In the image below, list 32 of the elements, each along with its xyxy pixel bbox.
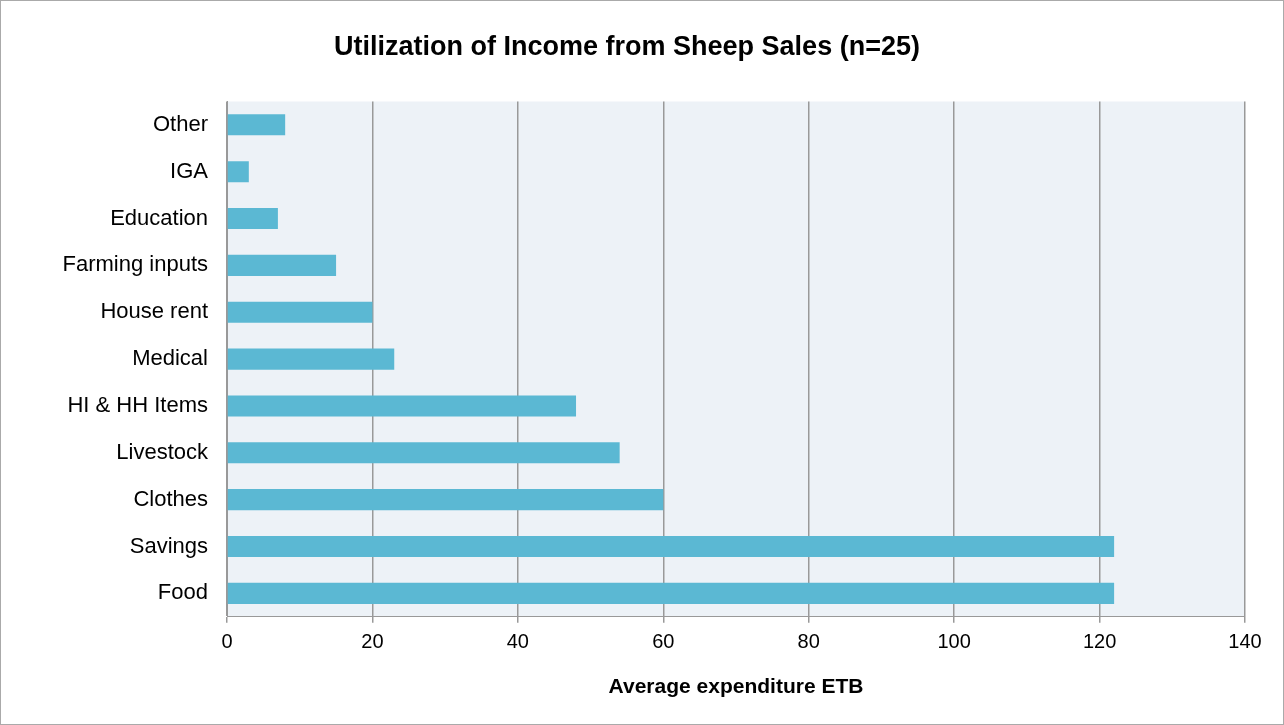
y-tick-label: Savings xyxy=(129,532,208,558)
y-tick-label: Education xyxy=(110,204,208,230)
x-tick-label: 100 xyxy=(937,630,971,653)
y-tick-label: Farming inputs xyxy=(62,251,208,277)
bar xyxy=(227,207,278,230)
x-tick-label: 60 xyxy=(652,630,675,653)
y-tick-label: Food xyxy=(157,579,208,605)
x-tick-label: 20 xyxy=(361,630,384,653)
y-tick-label: House rent xyxy=(100,298,208,324)
x-tick-label: 0 xyxy=(221,630,233,653)
x-tick-label: 120 xyxy=(1082,630,1117,653)
y-tick-label: Livestock xyxy=(116,438,209,464)
x-tick-label: 80 xyxy=(797,630,820,653)
bar xyxy=(227,582,1115,604)
x-tick-label: 140 xyxy=(1228,630,1262,653)
bar xyxy=(227,254,337,276)
x-axis-title: Average expenditure ETB xyxy=(608,674,864,698)
x-tick-label: 40 xyxy=(506,630,529,653)
bar xyxy=(227,442,620,464)
y-tick-label: Other xyxy=(152,110,208,136)
bar xyxy=(227,395,577,417)
bar xyxy=(227,535,1115,558)
bar xyxy=(227,489,664,511)
bar xyxy=(227,161,249,183)
bar xyxy=(227,348,395,370)
y-tick-label: IGA xyxy=(170,157,209,183)
chart-title: Utilization of Income from Sheep Sales (n=25) xyxy=(334,30,920,61)
bar xyxy=(227,114,286,136)
y-tick-label: Medical xyxy=(132,345,208,371)
bar xyxy=(227,301,373,323)
y-tick-label: HI & HH Items xyxy=(67,392,208,418)
y-tick-label: Clothes xyxy=(133,485,208,511)
